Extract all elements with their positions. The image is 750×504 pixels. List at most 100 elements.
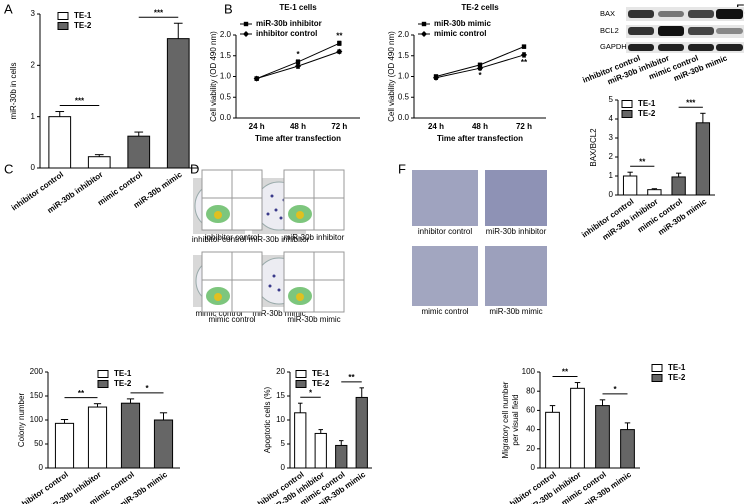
bar <box>595 405 610 469</box>
bar <box>48 116 72 169</box>
significance-label: * <box>145 384 149 393</box>
significance-label: ** <box>348 373 355 382</box>
legend-label: TE-1 <box>312 369 330 378</box>
bar <box>647 189 662 196</box>
blot-label: GAPDH <box>600 42 627 51</box>
y-tick-label: 200 <box>30 367 44 376</box>
legend-swatch <box>97 380 109 388</box>
y-tick-label: 40 <box>526 425 535 434</box>
significance-label: *** <box>154 8 164 17</box>
legend-swatch <box>57 22 69 30</box>
bar <box>545 411 560 469</box>
image-caption: mimic control <box>195 309 242 318</box>
western-blot <box>626 7 744 53</box>
marker <box>477 62 483 68</box>
legend-label: TE-1 <box>114 369 132 378</box>
y-tick-label: 4 <box>609 114 614 123</box>
marker <box>433 74 439 81</box>
panel-label: A <box>4 1 13 16</box>
legend-marker <box>421 21 427 27</box>
chart-title: TE-1 cells <box>279 3 317 12</box>
y-tick-label: 3 <box>609 133 614 142</box>
significance-label: ** <box>639 157 646 166</box>
photo <box>485 170 547 226</box>
bar <box>570 387 585 469</box>
x-axis-label: Time after transfection <box>255 134 341 143</box>
y-axis-label: Migratory cell number <box>501 381 510 458</box>
y-axis-label: Cell viability (OD 490 nm) <box>387 31 396 122</box>
y-tick-label: 2 <box>609 152 614 161</box>
image-caption: miR-30b mimic <box>287 315 340 324</box>
legend-label: miR-30b inhibitor <box>256 19 322 28</box>
y-tick-label: 0.0 <box>220 113 232 122</box>
image-caption: miR-30b inhibitor <box>249 235 310 244</box>
marker <box>337 41 342 46</box>
legend-swatch <box>57 12 69 20</box>
migration-images <box>412 170 547 306</box>
bar <box>335 444 348 469</box>
y-tick-label: 60 <box>526 406 535 415</box>
y-axis-label: Colony number <box>17 393 26 448</box>
legend-label: TE-2 <box>668 373 686 382</box>
legend-label: mimic control <box>434 29 486 38</box>
significance-label: * <box>478 71 482 80</box>
y-tick-label: 20 <box>526 444 535 453</box>
y-tick-label: 0 <box>531 463 536 472</box>
bar <box>120 402 141 469</box>
blot-label: BCL2 <box>600 26 619 35</box>
image-caption: miR-30b inhibitor <box>284 233 345 242</box>
chart-title: TE-2 cells <box>461 3 499 12</box>
bar <box>54 422 75 469</box>
bar <box>294 412 307 469</box>
x-tick-label: 24 h <box>249 122 265 131</box>
y-tick-label: 150 <box>30 391 44 400</box>
blot-label: BAX <box>600 9 615 18</box>
image-caption: mimic control <box>208 315 255 324</box>
y-tick-label: 100 <box>522 367 536 376</box>
x-tick-label: 72 h <box>331 122 347 131</box>
marker <box>477 65 483 72</box>
y-tick-label: 10 <box>276 415 285 424</box>
x-tick-label: 48 h <box>290 122 306 131</box>
significance-label: ** <box>336 31 343 40</box>
photo <box>412 246 478 306</box>
x-tick-label: 24 h <box>428 122 444 131</box>
y-tick-label: 2 <box>31 60 36 69</box>
y-tick-label: 1.0 <box>220 72 232 81</box>
legend-label: inhibitor control <box>256 29 317 38</box>
y-tick-label: 80 <box>526 386 535 395</box>
photo <box>412 170 478 226</box>
legend-label: TE-1 <box>638 99 656 108</box>
bar <box>314 432 327 469</box>
y-tick-label: 2.0 <box>398 30 410 39</box>
y-axis-label: per visual field <box>511 394 520 445</box>
bar <box>127 135 151 169</box>
panel-label: B <box>224 1 233 16</box>
image-caption: inhibitor control <box>192 235 246 244</box>
marker <box>295 63 301 70</box>
bar <box>695 122 711 196</box>
legend-swatch <box>97 370 109 378</box>
y-tick-label: 0.5 <box>220 92 232 101</box>
bar <box>87 406 108 469</box>
bar <box>671 176 686 196</box>
significance-label: ** <box>562 368 569 377</box>
marker <box>295 59 301 65</box>
legend-label: miR-30b mimic <box>434 19 491 28</box>
image-caption: mimic control <box>421 307 468 316</box>
legend-swatch <box>295 380 307 388</box>
bar <box>355 396 368 469</box>
y-axis-label: Apoptotic cells (%) <box>263 387 272 454</box>
legend-swatch <box>295 370 307 378</box>
y-tick-label: 0.0 <box>398 113 410 122</box>
y-axis-label: Cell viability (OD 490 nm) <box>209 31 218 122</box>
y-tick-label: 2.0 <box>220 30 232 39</box>
legend-swatch <box>651 364 663 372</box>
bar <box>166 38 190 169</box>
marker <box>521 44 527 49</box>
y-tick-label: 1 <box>609 171 614 180</box>
y-tick-label: 3 <box>31 9 36 18</box>
y-tick-label: 5 <box>609 95 614 104</box>
